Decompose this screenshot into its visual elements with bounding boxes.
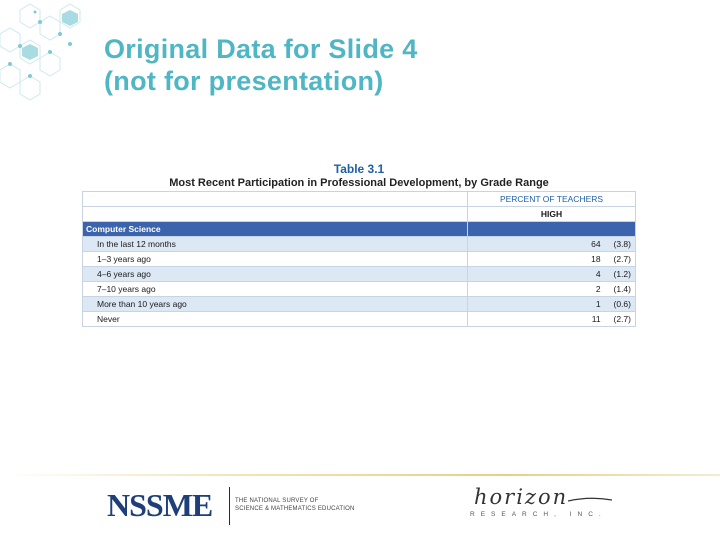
table-number: Table 3.1 (333, 162, 385, 176)
row-percent: 2 (595, 284, 601, 294)
section-row: Computer Science (82, 221, 636, 237)
row-value: 4 (1.2) (467, 266, 636, 282)
row-label: 1–3 years ago (82, 251, 468, 267)
logo-divider (229, 487, 230, 525)
slide-title-line2: (not for presentation) (104, 66, 384, 96)
footer-divider-line (0, 474, 720, 476)
row-percent: 11 (591, 314, 601, 324)
column-header-high: HIGH (467, 206, 636, 222)
nssme-subtitle-line1: THE NATIONAL SURVEY OF (235, 498, 319, 504)
row-standard-error: (1.4) (613, 284, 631, 294)
row-standard-error: (0.6) (613, 299, 631, 309)
table-header-blank (82, 191, 468, 207)
row-value: 1 (0.6) (467, 296, 636, 312)
row-value: 18 (2.7) (467, 251, 636, 267)
table-row: 4–6 years ago 4 (1.2) (82, 266, 636, 282)
table-header-row: PERCENT OF TEACHERS (82, 191, 636, 207)
row-value: 11 (2.7) (467, 311, 636, 327)
nssme-subtitle-line2: SCIENCE & MATHEMATICS EDUCATION (235, 506, 355, 512)
row-standard-error: (3.8) (613, 239, 631, 249)
table-row: More than 10 years ago 1 (0.6) (82, 296, 636, 312)
table-row: Never 11 (2.7) (82, 311, 636, 327)
table-subheader-blank (82, 206, 468, 222)
table-row: In the last 12 months 64 (3.8) (82, 236, 636, 252)
section-blank (467, 221, 636, 237)
slide-title: Original Data for Slide 4 (not for prese… (104, 33, 418, 97)
row-label: More than 10 years ago (82, 296, 468, 312)
row-standard-error: (1.2) (613, 269, 631, 279)
row-value: 2 (1.4) (467, 281, 636, 297)
horizon-logo-subtitle: RESEARCH, INC. (470, 511, 607, 518)
horizon-research-logo: horizon RESEARCH, INC. (468, 485, 618, 525)
table-row: 1–3 years ago 18 (2.7) (82, 251, 636, 267)
hexagon-pattern-decoration (0, 3, 81, 101)
row-label: Never (82, 311, 468, 327)
row-standard-error: (2.7) (613, 254, 631, 264)
row-percent: 4 (595, 269, 601, 279)
nssme-logo-subtitle: THE NATIONAL SURVEY OF SCIENCE & MATHEMA… (235, 497, 355, 513)
data-table: PERCENT OF TEACHERS HIGH Computer Scienc… (82, 191, 636, 327)
row-label: 7–10 years ago (82, 281, 468, 297)
horizon-logo-word: horizon (474, 485, 569, 509)
table-caption: Most Recent Participation in Professiona… (169, 177, 549, 189)
slide-title-line1: Original Data for Slide 4 (104, 34, 418, 64)
row-percent: 1 (595, 299, 601, 309)
row-value: 64 (3.8) (467, 236, 636, 252)
nssme-logo: NSSME (107, 487, 213, 523)
section-label: Computer Science (82, 221, 468, 237)
table-row: 7–10 years ago 2 (1.4) (82, 281, 636, 297)
row-label: In the last 12 months (82, 236, 468, 252)
row-label: 4–6 years ago (82, 266, 468, 282)
row-percent: 64 (591, 239, 601, 249)
row-percent: 18 (591, 254, 601, 264)
row-standard-error: (2.7) (613, 314, 631, 324)
table-heading: Table 3.1 Most Recent Participation in P… (82, 162, 636, 190)
column-header-percent: PERCENT OF TEACHERS (467, 191, 636, 207)
table-subheader-row: HIGH (82, 206, 636, 222)
horizon-swoosh-icon (568, 497, 612, 502)
